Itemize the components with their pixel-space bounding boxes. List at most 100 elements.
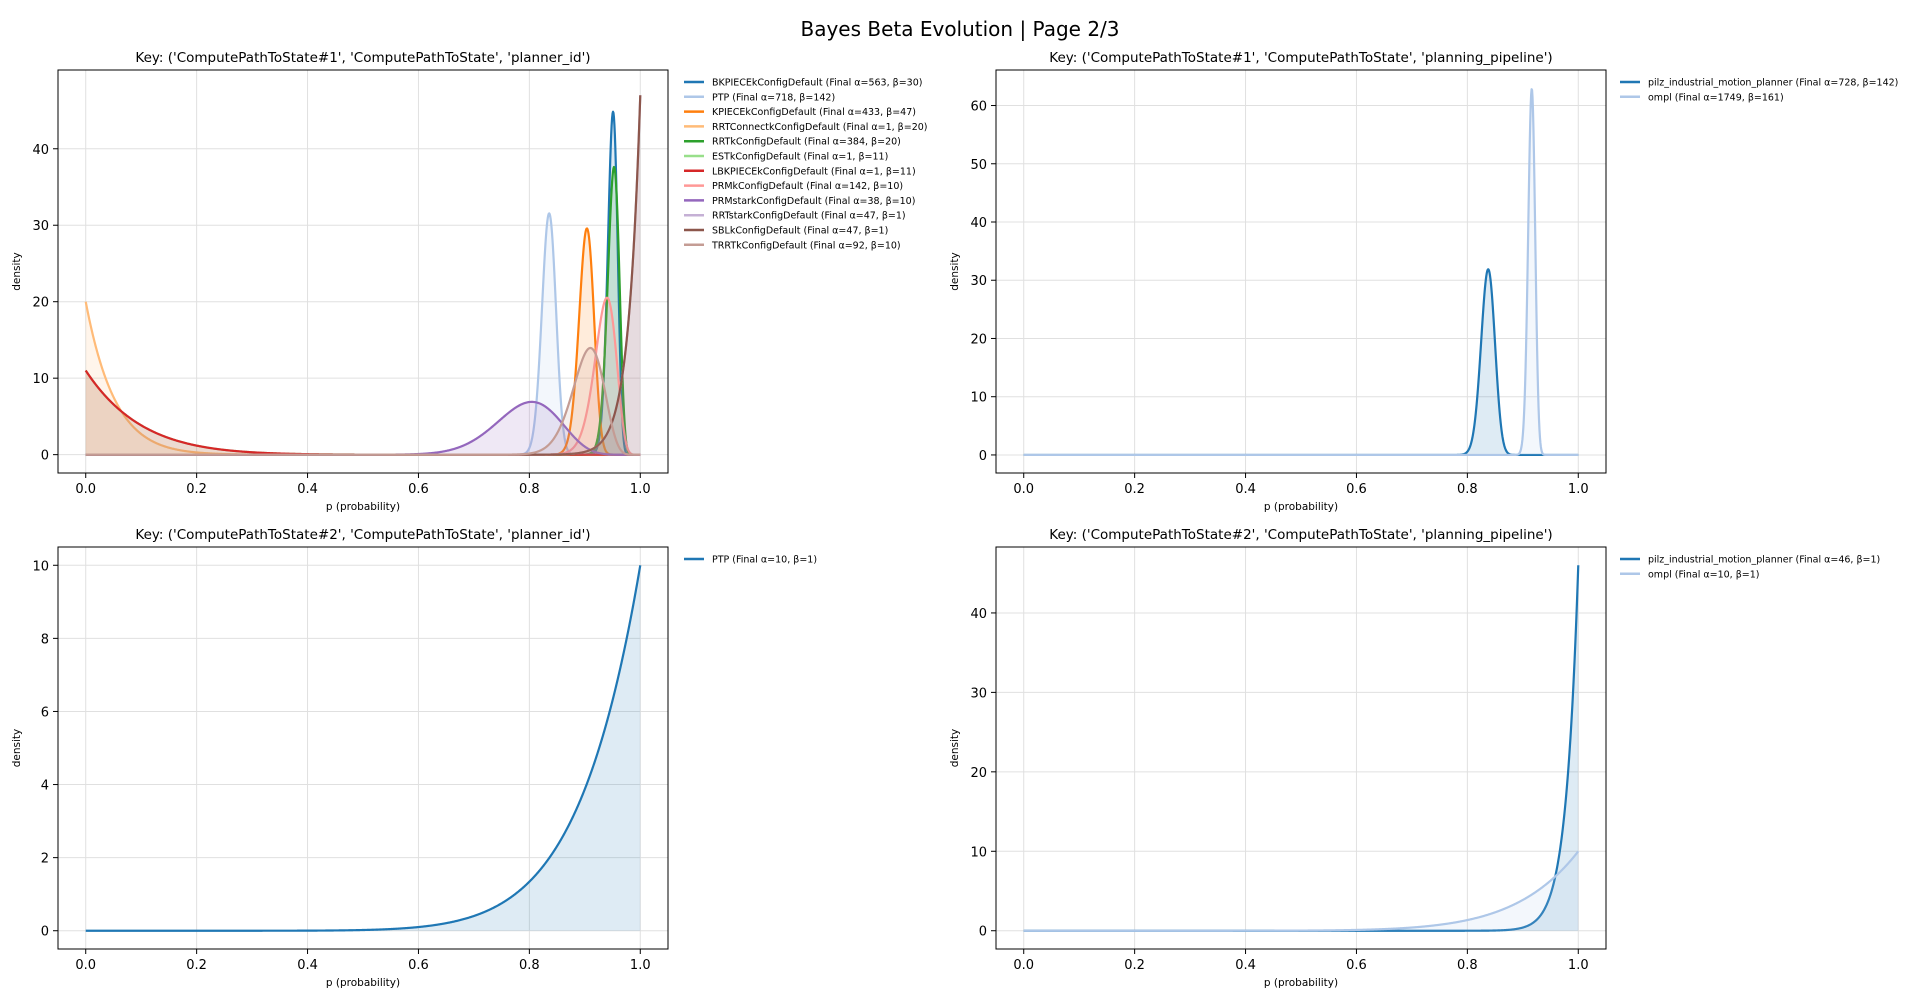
legend: BKPIECEkConfigDefault (Final α=563, β=30… — [684, 78, 928, 251]
x-tick-label: 0.2 — [186, 958, 207, 973]
subplot-title: Key: ('ComputePathToState#1', 'ComputePa… — [135, 50, 590, 66]
y-tick-label: 10 — [32, 372, 49, 387]
y-tick-label: 30 — [970, 274, 987, 289]
series-line — [85, 565, 642, 932]
legend-entry: ESTkConfigDefault (Final α=1, β=11) — [712, 152, 888, 163]
y-axis-label: density — [949, 729, 961, 768]
x-tick-label: 0.8 — [1457, 482, 1478, 497]
x-tick-label: 1.0 — [1568, 958, 1589, 973]
y-tick-label: 20 — [970, 332, 987, 347]
y-tick-label: 0 — [979, 925, 987, 940]
legend-entry: ompl (Final α=1749, β=161) — [1648, 92, 1784, 103]
x-tick-label: 0.8 — [519, 482, 540, 497]
y-tick-label: 10 — [32, 559, 49, 574]
legend-entry: LBKPIECEkConfigDefault (Final α=1, β=11) — [712, 166, 916, 177]
series-line — [85, 346, 641, 456]
x-tick-label: 0.6 — [408, 958, 429, 973]
plot-area — [1023, 565, 1580, 932]
x-tick-label: 0.0 — [1013, 958, 1034, 973]
subplot-2: 0.0 0.2 0.4 0.6 0.8 1.0 0 10 20 30 40 50 60 Key: ('Co… — [949, 50, 1898, 513]
legend: pilz_industrial_motion_planner (Final α=… — [1620, 78, 1898, 103]
legend-entry: RRTkConfigDefault (Final α=384, β=20) — [712, 137, 901, 148]
y-tick-label: 2 — [41, 852, 49, 867]
x-tick-label: 0.2 — [1124, 482, 1145, 497]
y-axis-label: density — [11, 252, 23, 291]
legend-entry: pilz_industrial_motion_planner (Final α=… — [1648, 555, 1880, 566]
x-tick-label: 0.6 — [1346, 482, 1367, 497]
y-axis-label: density — [11, 729, 23, 768]
x-tick-label: 1.0 — [1568, 482, 1589, 497]
series-fill — [85, 401, 641, 455]
axes-frame — [57, 546, 669, 950]
y-tick-label: 40 — [970, 607, 987, 622]
axes-frame — [57, 69, 669, 474]
series-fill — [85, 228, 641, 455]
plot-area — [85, 565, 642, 932]
y-axis-label: density — [949, 252, 961, 291]
y-tick-label: 20 — [32, 296, 49, 311]
figure-title: Bayes Beta Evolution | Page 2/3 — [800, 17, 1119, 41]
subplot-1: 0.0 0.2 0.4 0.6 0.8 1.0 0 10 20 30 40 Key: ('Comput… — [11, 50, 928, 513]
plot-area — [1023, 88, 1579, 457]
series-fill — [85, 301, 641, 455]
subplot-4: 0.0 0.2 0.4 0.6 0.8 1.0 0 10 20 30 40 Key: ('Comput… — [949, 527, 1880, 989]
y-tick-label: 4 — [41, 779, 49, 794]
x-axis-label: p (probability) — [1264, 501, 1338, 513]
x-tick-label: 0.0 — [75, 958, 96, 973]
legend-entry: PTP (Final α=718, β=142) — [712, 92, 835, 103]
x-tick-label: 0.0 — [1013, 482, 1034, 497]
y-tick-label: 0 — [41, 449, 49, 464]
y-tick-label: 6 — [41, 705, 49, 720]
y-tick-label: 40 — [970, 216, 987, 231]
x-axis-label: p (probability) — [1264, 977, 1338, 989]
y-tick-label: 0 — [979, 449, 987, 464]
legend: pilz_industrial_motion_planner (Final α=… — [1620, 555, 1880, 580]
legend-entry: RRTstarkConfigDefault (Final α=47, β=1) — [712, 211, 906, 222]
y-tick-label: 40 — [32, 143, 49, 158]
subplot-title: Key: ('ComputePathToState#1', 'ComputePa… — [1049, 50, 1552, 66]
series-line — [1023, 850, 1580, 932]
x-axis-label: p (probability) — [326, 501, 400, 513]
y-tick-label: 8 — [41, 632, 49, 647]
x-tick-label: 0.2 — [1124, 958, 1145, 973]
legend: PTP (Final α=10, β=1) — [684, 555, 817, 566]
y-tick-label: 0 — [41, 925, 49, 940]
y-tick-label: 10 — [970, 391, 987, 406]
x-tick-label: 1.0 — [630, 958, 651, 973]
legend-entry: BKPIECEkConfigDefault (Final α=563, β=30… — [712, 78, 922, 89]
y-tick-label: 60 — [970, 100, 987, 115]
x-tick-label: 1.0 — [630, 482, 651, 497]
series-fill — [85, 370, 641, 455]
x-tick-label: 0.8 — [1457, 958, 1478, 973]
x-axis-label: p (probability) — [326, 977, 400, 989]
legend-entry: KPIECEkConfigDefault (Final α=433, β=47) — [712, 107, 916, 118]
legend-entry: TRRTkConfigDefault (Final α=92, β=10) — [711, 240, 901, 251]
axes-frame — [995, 546, 1607, 950]
legend-entry: PRMkConfigDefault (Final α=142, β=10) — [712, 181, 903, 192]
x-tick-label: 0.4 — [1235, 482, 1256, 497]
x-tick-label: 0.8 — [519, 958, 540, 973]
series-fill — [85, 297, 641, 455]
series-fill — [85, 347, 641, 455]
y-tick-label: 30 — [32, 219, 49, 234]
x-tick-label: 0.4 — [297, 958, 318, 973]
x-tick-label: 0.0 — [75, 482, 96, 497]
y-tick-label: 50 — [970, 158, 987, 173]
subplot-title: Key: ('ComputePathToState#2', 'ComputePa… — [135, 527, 590, 543]
x-tick-label: 0.6 — [408, 482, 429, 497]
series-fill — [1023, 851, 1579, 931]
axes-frame — [995, 69, 1607, 474]
subplot-title: Key: ('ComputePathToState#2', 'ComputePa… — [1049, 527, 1552, 543]
y-tick-label: 30 — [970, 686, 987, 701]
subplot-3: 0.0 0.2 0.4 0.6 0.8 1.0 0 2 4 6 8 10 Key: ('ComputeP… — [11, 527, 817, 989]
series-line — [1023, 88, 1579, 457]
legend-entry: PTP (Final α=10, β=1) — [712, 555, 817, 566]
legend-entry: pilz_industrial_motion_planner (Final α=… — [1648, 78, 1898, 89]
x-tick-label: 0.2 — [186, 482, 207, 497]
x-tick-label: 0.6 — [1346, 958, 1367, 973]
series-fill — [85, 565, 641, 931]
x-tick-label: 0.4 — [1235, 958, 1256, 973]
y-tick-label: 20 — [970, 766, 987, 781]
